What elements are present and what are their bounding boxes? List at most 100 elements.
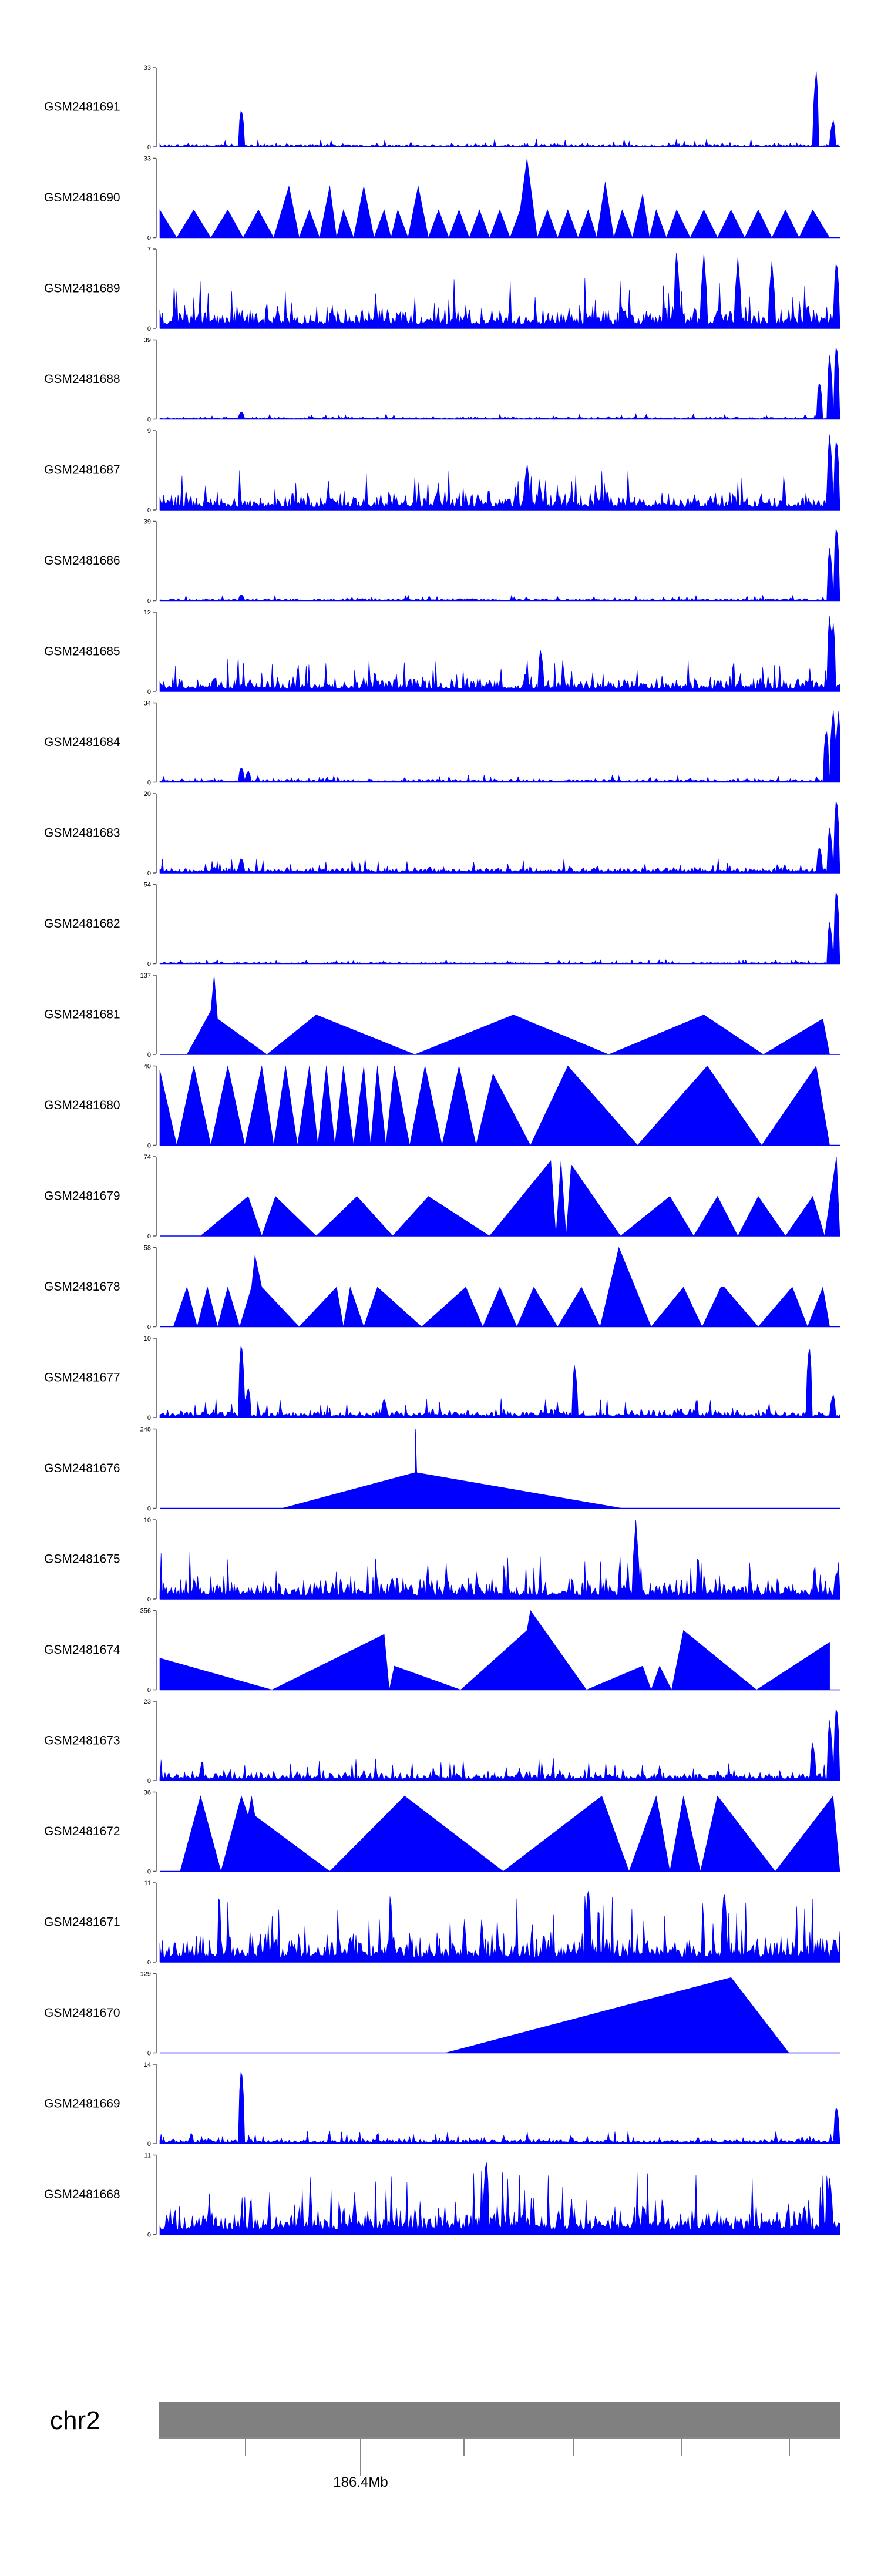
y-axis-max-label: 20	[144, 791, 151, 798]
y-axis-min-label: 0	[147, 688, 151, 696]
chromosome-ideogram: chr2 186.4Mb	[50, 2402, 840, 2490]
track-label: GSM2481668	[44, 2188, 120, 2201]
coverage-area	[159, 253, 840, 329]
y-axis-min-label: 0	[147, 1687, 151, 1694]
track-GSM2481686: GSM2481686 39 0	[44, 519, 840, 605]
genomic-position-tick-label: 186.4Mb	[333, 2474, 388, 2490]
y-axis-max-label: 10	[144, 1335, 151, 1342]
coverage-area	[159, 1345, 840, 1418]
y-axis-max-label: 9	[147, 428, 151, 435]
coverage-area	[159, 71, 840, 147]
track-GSM2481678: GSM2481678 58 0	[44, 1245, 840, 1331]
y-axis-max-label: 137	[140, 972, 151, 979]
y-axis-max-label: 39	[144, 337, 151, 344]
coverage-area	[159, 616, 840, 692]
y-axis-max-label: 11	[144, 1880, 151, 1887]
y-axis-min-label: 0	[147, 1143, 151, 1150]
y-axis-min-label: 0	[147, 144, 151, 151]
track-label: GSM2481683	[44, 827, 120, 840]
coverage-area	[159, 2162, 840, 2235]
track-GSM2481683: GSM2481683 20 0	[44, 791, 840, 877]
track-GSM2481691: GSM2481691 33 0	[44, 65, 840, 151]
coverage-area	[186, 975, 830, 1055]
track-label: GSM2481684	[44, 735, 120, 749]
coverage-area	[159, 434, 840, 511]
track-label: GSM2481672	[44, 1825, 120, 1838]
coverage-area	[445, 1977, 789, 2053]
track-label: GSM2481671	[44, 1916, 120, 1929]
chromosome-label: chr2	[50, 2406, 100, 2435]
y-axis-min-label: 0	[147, 1415, 151, 1422]
y-axis-min-label: 0	[147, 507, 151, 514]
y-axis-max-label: 33	[144, 65, 151, 72]
track-GSM2481671: GSM2481671 11 0	[44, 1880, 840, 1966]
track-GSM2481677: GSM2481677 10 0	[44, 1335, 840, 1422]
track-label: GSM2481669	[44, 2097, 120, 2111]
track-label: GSM2481679	[44, 1190, 120, 1203]
track-label: GSM2481688	[44, 372, 120, 386]
y-axis-min-label: 0	[147, 870, 151, 877]
y-axis-min-label: 0	[147, 1052, 151, 1059]
y-axis-min-label: 0	[147, 1869, 151, 1876]
track-GSM2481689: GSM2481689 7 0	[44, 246, 840, 333]
y-axis-max-label: 356	[140, 1608, 151, 1615]
track-label: GSM2481677	[44, 1371, 120, 1385]
track-label: GSM2481675	[44, 1553, 120, 1566]
coverage-area	[159, 710, 840, 782]
chromosome-ticks	[245, 2438, 790, 2476]
track-GSM2481679: GSM2481679 74 0	[44, 1154, 840, 1240]
track-GSM2481680: GSM2481680 40 0	[44, 1063, 840, 1150]
coverage-area	[159, 801, 840, 874]
y-axis-max-label: 54	[144, 882, 151, 889]
track-GSM2481669: GSM2481669 14 0	[44, 2061, 840, 2148]
track-label: GSM2481681	[44, 1008, 120, 1022]
y-axis-max-label: 12	[144, 609, 151, 616]
track-GSM2481672: GSM2481672 36 0	[44, 1789, 840, 1876]
y-axis-min-label: 0	[147, 2050, 151, 2057]
coverage-area	[180, 1795, 840, 1872]
track-GSM2481688: GSM2481688 39 0	[44, 337, 840, 424]
coverage-area	[159, 1065, 830, 1146]
track-label: GSM2481690	[44, 191, 120, 204]
coverage-area	[159, 1610, 830, 1691]
coverage-area	[159, 1890, 840, 1963]
coverage-area	[159, 1519, 840, 1600]
y-axis-max-label: 7	[147, 246, 151, 253]
track-label: GSM2481685	[44, 645, 120, 659]
y-axis-max-label: 23	[144, 1698, 151, 1705]
coverage-area	[159, 529, 840, 601]
track-label: GSM2481689	[44, 282, 120, 295]
coverage-area	[200, 1156, 840, 1237]
coverage-area	[159, 892, 840, 964]
y-axis-min-label: 0	[147, 2141, 151, 2148]
y-axis-max-label: 10	[144, 1517, 151, 1524]
y-axis-min-label: 0	[147, 1778, 151, 1785]
track-label: GSM2481682	[44, 917, 120, 931]
coverage-area	[159, 158, 830, 239]
track-GSM2481668: GSM2481668 11 0	[44, 2152, 840, 2239]
y-axis-min-label: 0	[147, 1959, 151, 1966]
y-axis-max-label: 58	[144, 1245, 151, 1252]
y-axis-max-label: 74	[144, 1154, 151, 1161]
y-axis-max-label: 11	[144, 2152, 151, 2159]
track-GSM2481676: GSM2481676 248 0	[44, 1426, 840, 1513]
coverage-area	[159, 2071, 840, 2144]
tracks-layer: GSM2481691330GSM2481690330GSM248168970GS…	[44, 65, 840, 2239]
track-GSM2481673: GSM2481673 23 0	[44, 1698, 840, 1785]
chromosome-bar	[159, 2402, 840, 2437]
track-label: GSM2481673	[44, 1734, 120, 1748]
y-axis-max-label: 14	[144, 2061, 151, 2068]
y-axis-max-label: 39	[144, 519, 151, 526]
track-GSM2481670: GSM2481670 129 0	[44, 1971, 840, 2057]
y-axis-min-label: 0	[147, 961, 151, 968]
y-axis-min-label: 0	[147, 417, 151, 424]
track-label: GSM2481678	[44, 1280, 120, 1294]
y-axis-max-label: 36	[144, 1789, 151, 1796]
y-axis-max-label: 248	[140, 1426, 151, 1433]
y-axis-max-label: 34	[144, 700, 151, 707]
track-label: GSM2481686	[44, 554, 120, 567]
track-label: GSM2481680	[44, 1099, 120, 1112]
y-axis-min-label: 0	[147, 598, 151, 605]
track-GSM2481684: GSM2481684 34 0	[44, 700, 840, 787]
